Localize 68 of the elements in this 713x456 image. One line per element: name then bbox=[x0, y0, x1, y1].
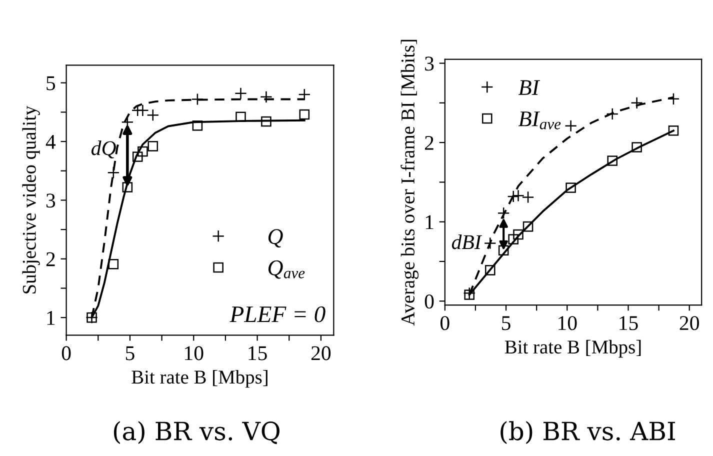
point bbox=[236, 112, 246, 122]
text: (a) BR vs. VQ bbox=[114, 421, 280, 444]
point bbox=[564, 120, 577, 132]
point bbox=[108, 259, 119, 270]
y-tick-label: 3 bbox=[46, 194, 56, 208]
point bbox=[498, 245, 509, 256]
y-tick-label: 2 bbox=[46, 252, 55, 266]
point bbox=[298, 88, 311, 101]
x-axis-title: Bit rate B [Mbps] bbox=[504, 340, 641, 358]
legend-label: BI$_{ave}$ bbox=[518, 112, 561, 130]
point bbox=[261, 116, 272, 127]
annotation: PLEF = 0 bbox=[230, 306, 326, 322]
x-tick-label: 20 bbox=[680, 316, 699, 330]
point bbox=[234, 87, 247, 100]
point bbox=[497, 206, 510, 220]
point bbox=[463, 286, 476, 300]
point bbox=[632, 142, 642, 152]
point bbox=[132, 152, 143, 162]
point bbox=[484, 265, 496, 276]
point bbox=[508, 234, 518, 244]
y-tick-label: 4 bbox=[46, 135, 56, 149]
point bbox=[507, 190, 520, 203]
point bbox=[122, 182, 133, 192]
x-tick-label: 10 bbox=[558, 316, 577, 330]
point bbox=[148, 141, 158, 152]
point bbox=[107, 166, 120, 179]
y-tick-label: 0 bbox=[424, 294, 434, 309]
x-tick-label: 15 bbox=[248, 346, 267, 360]
annotation: dQ bbox=[91, 140, 116, 158]
y-axis-title: Subjective video quality bbox=[22, 106, 40, 294]
point bbox=[136, 104, 149, 117]
point bbox=[464, 290, 474, 300]
point bbox=[607, 156, 618, 166]
x-tick-label: 5 bbox=[502, 316, 510, 330]
x-tick-label: 5 bbox=[126, 346, 134, 360]
point bbox=[146, 108, 160, 122]
x-axis-title: Bit rate B [Mbps] bbox=[132, 370, 268, 388]
point bbox=[606, 108, 619, 120]
point bbox=[668, 126, 679, 136]
x-tick-label: 0 bbox=[62, 346, 71, 360]
y-tick-label: 1 bbox=[426, 215, 434, 230]
point bbox=[566, 182, 576, 193]
point bbox=[484, 237, 496, 250]
annotation: dBI bbox=[452, 234, 482, 250]
y-axis-title: Average bits over I-frame BI [Mbits] bbox=[400, 40, 419, 326]
y-tick-label: 1 bbox=[47, 311, 55, 325]
point bbox=[260, 90, 272, 104]
y-tick-label: 5 bbox=[46, 76, 56, 90]
point bbox=[630, 96, 643, 110]
point bbox=[299, 109, 310, 120]
legend-label: BI bbox=[518, 80, 540, 95]
text: (b) BR vs. ABI bbox=[500, 421, 676, 444]
y-tick-label: 2 bbox=[424, 136, 434, 150]
point bbox=[667, 92, 680, 106]
point bbox=[192, 120, 203, 131]
point bbox=[522, 191, 534, 204]
x-tick-label: 0 bbox=[440, 316, 450, 330]
x-tick-label: 10 bbox=[185, 346, 204, 360]
legend-label: Q$_{ave}$ bbox=[268, 260, 305, 279]
point bbox=[191, 93, 204, 106]
point bbox=[513, 229, 524, 240]
point bbox=[138, 146, 148, 157]
y-tick-label: 3 bbox=[425, 56, 434, 71]
legend-label: Q bbox=[268, 229, 283, 248]
point bbox=[522, 221, 534, 232]
x-tick-label: 15 bbox=[620, 316, 638, 330]
x-tick-label: 20 bbox=[311, 346, 331, 360]
point bbox=[512, 189, 524, 202]
